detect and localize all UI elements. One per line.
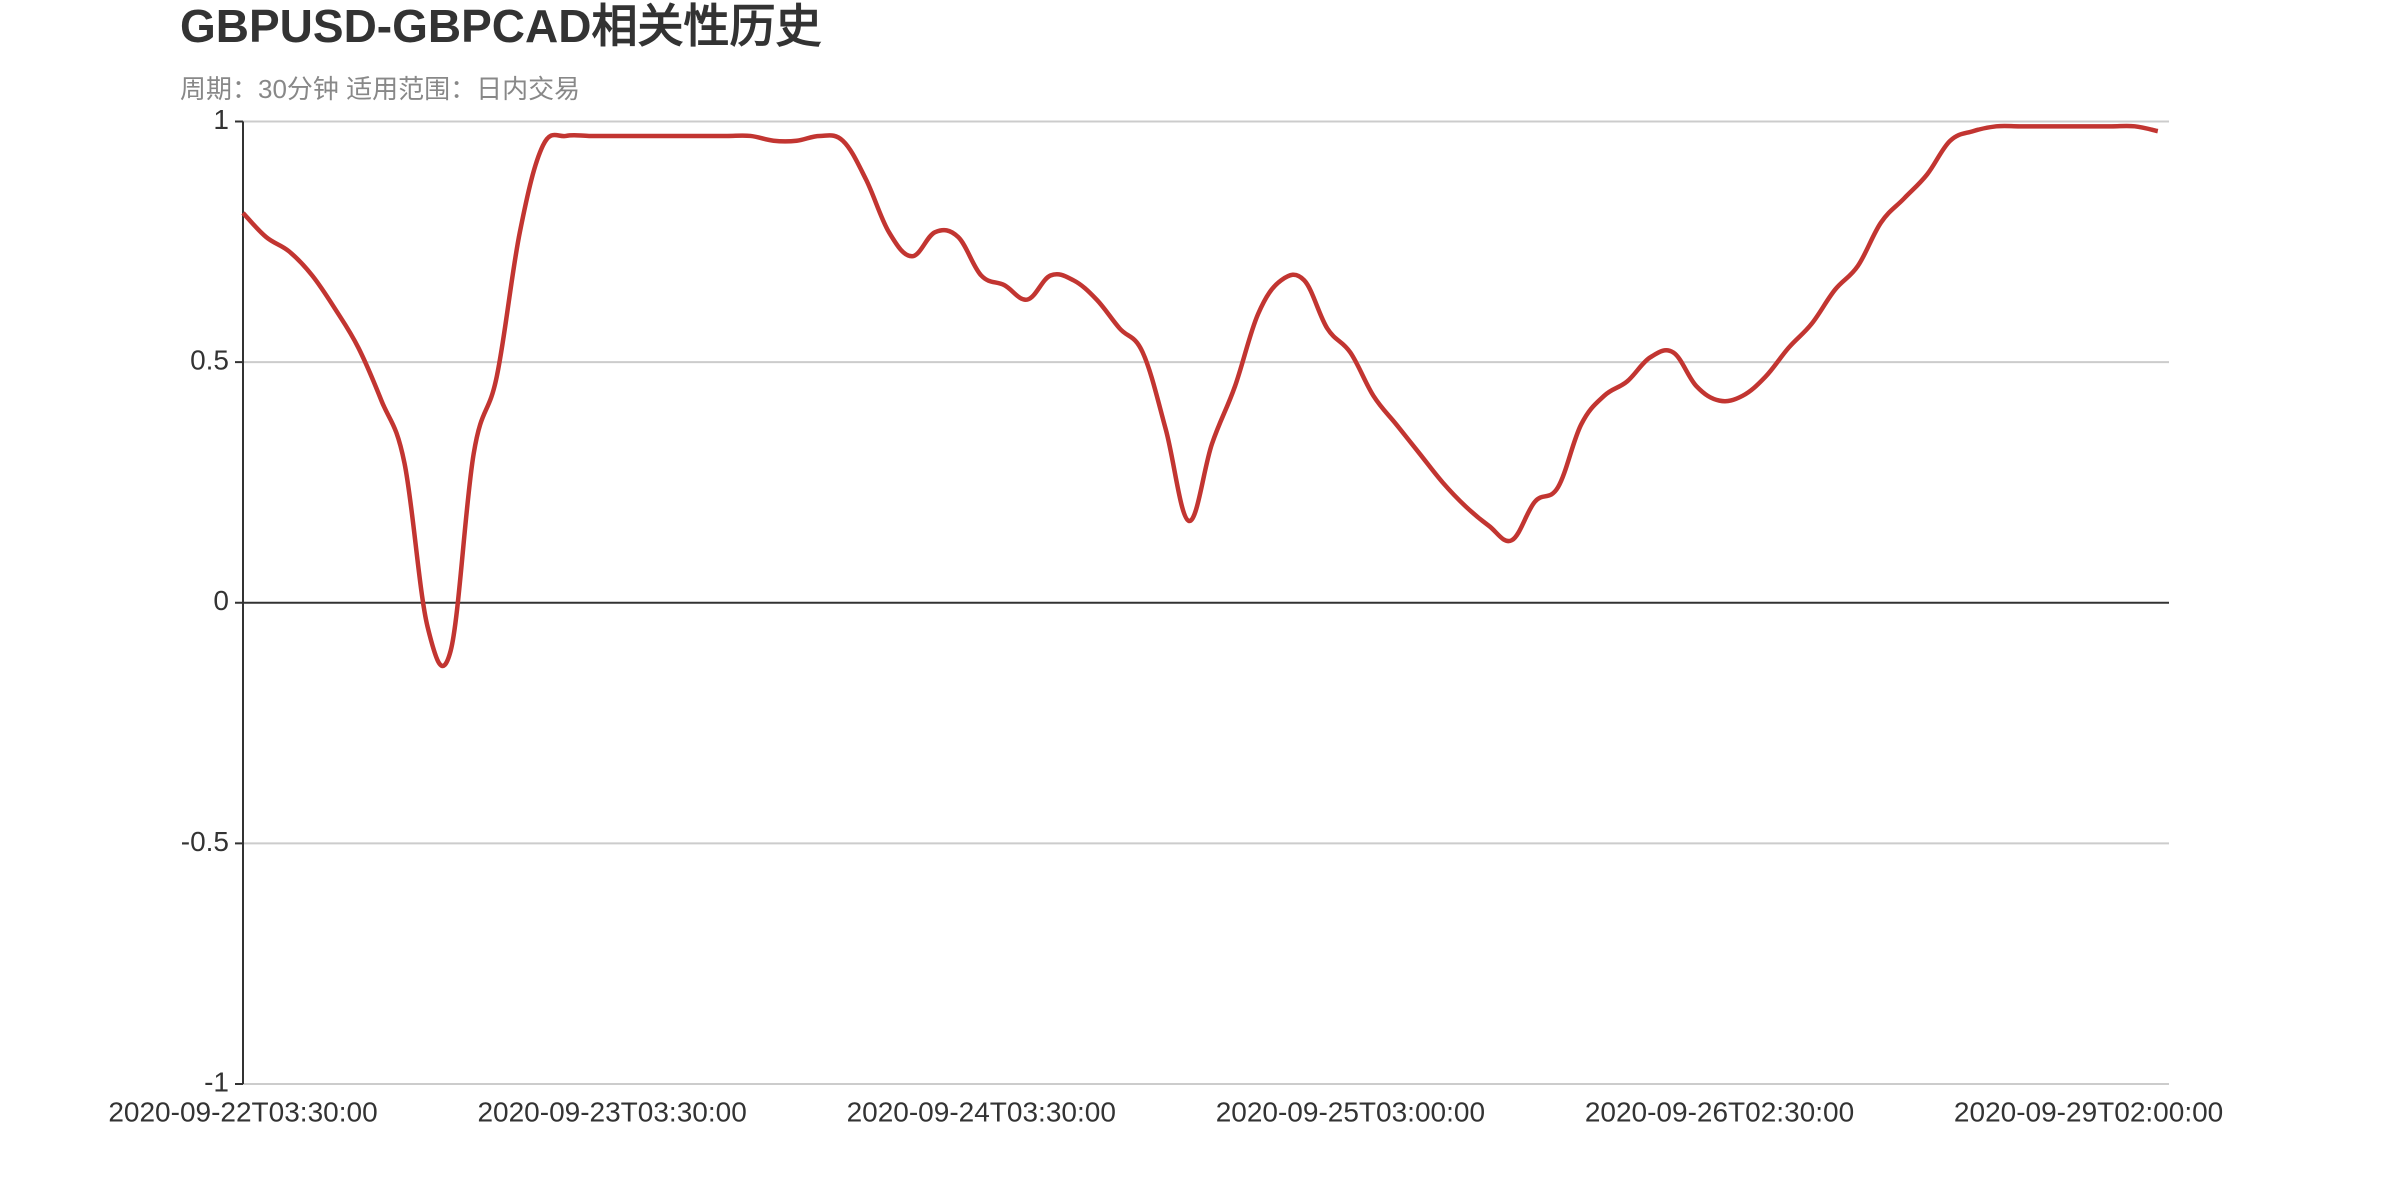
y-tick-label: 0.5 — [190, 345, 229, 376]
chart-subtitle: 周期：30分钟 适用范围：日内交易 — [180, 74, 580, 104]
x-tick-label: 2020-09-22T03:30:00 — [108, 1096, 377, 1127]
y-tick-label: 0 — [213, 585, 229, 616]
line — [241, 123, 2159, 669]
x-tick-label: 2020-09-26T02:30:00 — [1585, 1096, 1854, 1127]
y-tick-label: 1 — [213, 104, 229, 135]
y-tick-label: -0.5 — [181, 826, 229, 857]
chart-title: GBPUSD-GBPCAD相关性历史 — [180, 0, 821, 52]
x-tick-label: 2020-09-23T03:30:00 — [477, 1096, 746, 1127]
y-tick-label: -1 — [204, 1066, 229, 1097]
x-tick-label: 2020-09-25T03:00:00 — [1216, 1096, 1485, 1127]
x-tick-label: 2020-09-24T03:30:00 — [847, 1096, 1116, 1127]
x-tick-label: 2020-09-29T02:00:00 — [1954, 1096, 2223, 1127]
